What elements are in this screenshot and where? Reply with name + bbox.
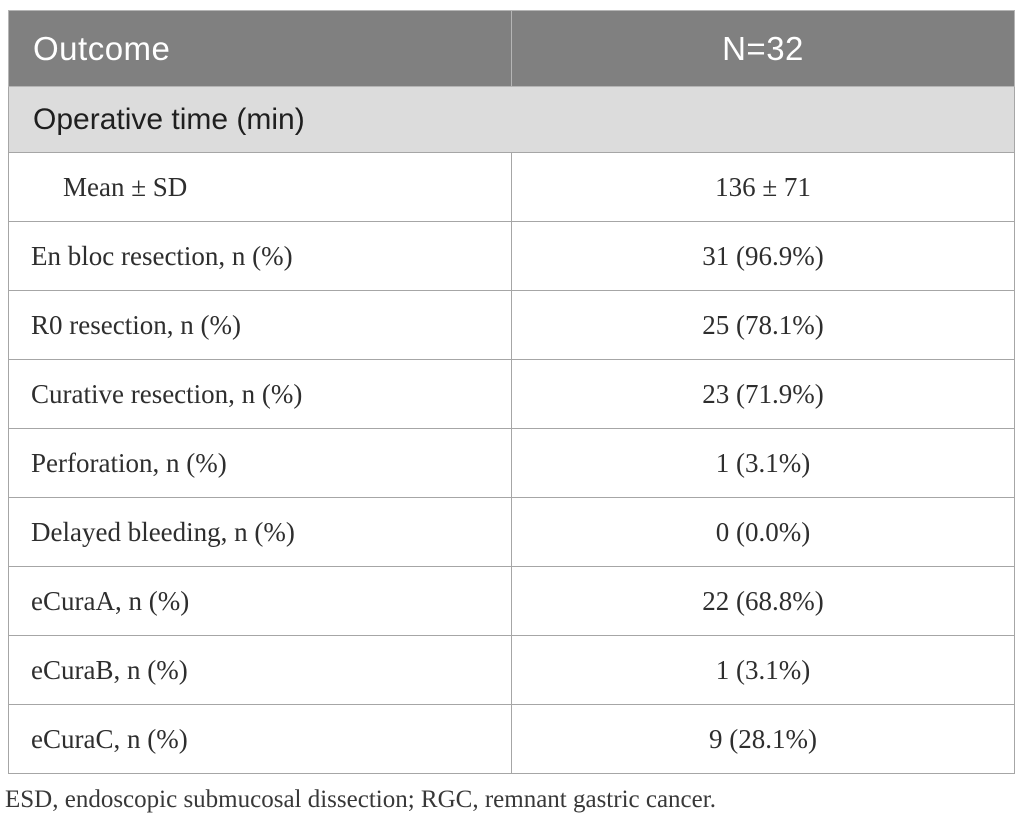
row-label: En bloc resection, n (%)	[8, 221, 512, 291]
column-header-n: N=32	[511, 10, 1015, 87]
row-label: Delayed bleeding, n (%)	[8, 497, 512, 567]
table-row: eCuraC, n (%) 9 (28.1%)	[8, 704, 1015, 774]
row-value: 1 (3.1%)	[511, 635, 1015, 705]
row-value: 22 (68.8%)	[511, 566, 1015, 636]
outcomes-table: Outcome N=32 Operative time (min) Mean ±…	[8, 10, 1015, 774]
table-row: R0 resection, n (%) 25 (78.1%)	[8, 290, 1015, 360]
table-row: En bloc resection, n (%) 31 (96.9%)	[8, 221, 1015, 291]
row-value: 31 (96.9%)	[511, 221, 1015, 291]
table-row: Curative resection, n (%) 23 (71.9%)	[8, 359, 1015, 429]
row-value: 25 (78.1%)	[511, 290, 1015, 360]
section-header-label: Operative time (min)	[8, 86, 1015, 153]
row-value: 23 (71.9%)	[511, 359, 1015, 429]
row-label: eCuraC, n (%)	[8, 704, 512, 774]
row-label: Mean ± SD	[8, 152, 512, 222]
row-value: 9 (28.1%)	[511, 704, 1015, 774]
row-label: eCuraA, n (%)	[8, 566, 512, 636]
table-footnote: ESD, endoscopic submucosal dissection; R…	[5, 786, 716, 813]
table-row: Delayed bleeding, n (%) 0 (0.0%)	[8, 497, 1015, 567]
table-row: eCuraA, n (%) 22 (68.8%)	[8, 566, 1015, 636]
row-label: Curative resection, n (%)	[8, 359, 512, 429]
table-row: Mean ± SD 136 ± 71	[8, 152, 1015, 222]
row-label: R0 resection, n (%)	[8, 290, 512, 360]
section-header-row: Operative time (min)	[8, 86, 1015, 153]
table-header-row: Outcome N=32	[8, 10, 1015, 87]
row-value: 1 (3.1%)	[511, 428, 1015, 498]
table-row: Perforation, n (%) 1 (3.1%)	[8, 428, 1015, 498]
row-label: Perforation, n (%)	[8, 428, 512, 498]
table-row: eCuraB, n (%) 1 (3.1%)	[8, 635, 1015, 705]
row-value: 136 ± 71	[511, 152, 1015, 222]
table-body: Mean ± SD 136 ± 71 En bloc resection, n (%…	[8, 152, 1015, 774]
row-value: 0 (0.0%)	[511, 497, 1015, 567]
row-label: eCuraB, n (%)	[8, 635, 512, 705]
column-header-outcome: Outcome	[8, 10, 512, 87]
